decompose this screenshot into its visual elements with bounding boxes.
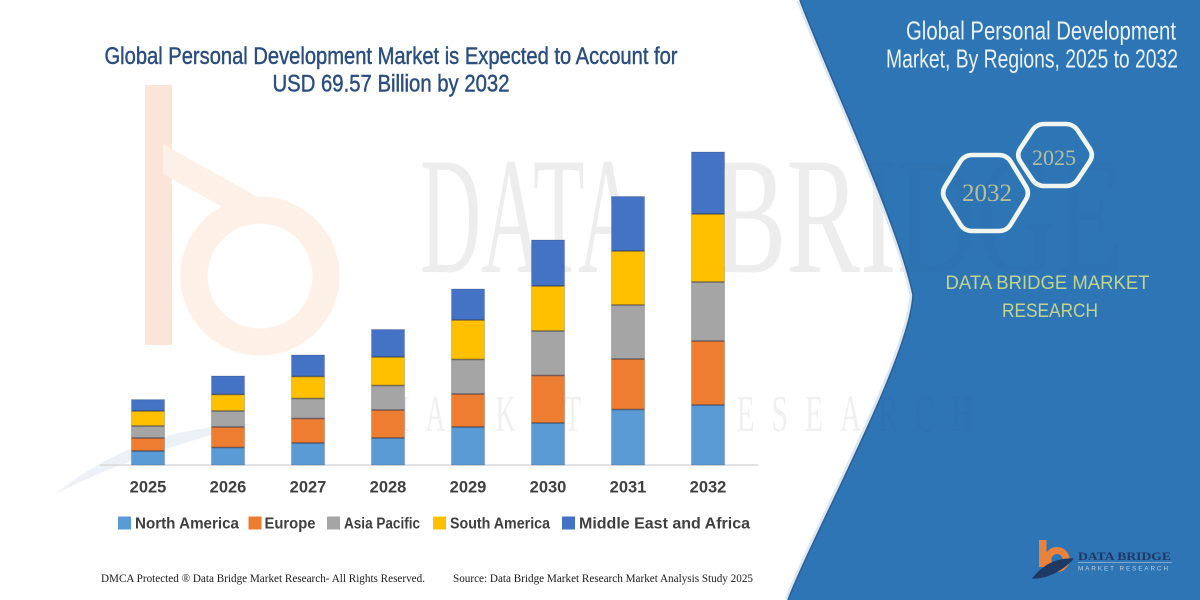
svg-text:USD 69.57 Billion by 2032: USD 69.57 Billion by 2032: [273, 71, 510, 98]
svg-text:Global Personal Development: Global Personal Development: [906, 16, 1177, 46]
svg-text:2029: 2029: [450, 479, 487, 497]
svg-text:Market, By Regions, 2025 to 20: Market, By Regions, 2025 to 2032: [886, 44, 1178, 74]
svg-text:DATA BRIDGE: DATA BRIDGE: [1078, 551, 1171, 563]
svg-text:2027: 2027: [290, 479, 327, 497]
svg-text:2028: 2028: [370, 479, 407, 497]
svg-text:Europe: Europe: [265, 516, 316, 533]
svg-text:2026: 2026: [210, 479, 247, 497]
svg-text:Source: Data Bridge Market Res: Source: Data Bridge Market Research Mark…: [453, 571, 753, 585]
svg-text:Middle East and Africa: Middle East and Africa: [579, 516, 750, 533]
svg-text:DATA: DATA: [420, 124, 639, 309]
svg-text:MARKET RESEARCH: MARKET RESEARCH: [1078, 566, 1170, 573]
svg-text:DMCA Protected ® Data Bridge M: DMCA Protected ® Data Bridge Market Rese…: [101, 571, 425, 585]
svg-text:North America: North America: [135, 516, 239, 533]
svg-text:2025: 2025: [130, 479, 167, 497]
svg-text:Asia Pacific: Asia Pacific: [344, 516, 420, 533]
svg-text:2030: 2030: [530, 479, 567, 497]
svg-text:2025: 2025: [1032, 145, 1076, 170]
svg-text:South America: South America: [450, 516, 550, 533]
svg-text:2032: 2032: [962, 180, 1012, 207]
svg-text:Global Personal Development Ma: Global Personal Development Market is Ex…: [105, 43, 678, 70]
svg-text:MARKET: MARKET: [385, 386, 597, 443]
svg-text:2032: 2032: [690, 479, 727, 497]
svg-text:RESEARCH: RESEARCH: [1002, 301, 1098, 322]
svg-text:DATA BRIDGE MARKET: DATA BRIDGE MARKET: [946, 273, 1150, 294]
svg-text:2031: 2031: [610, 479, 647, 497]
